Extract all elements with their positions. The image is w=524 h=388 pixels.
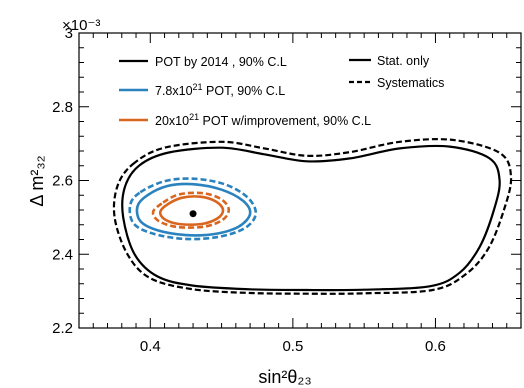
y-tick-label: 2.4 — [52, 246, 73, 263]
x-tick-label: 0.4 — [140, 338, 161, 355]
x-tick-label: 0.6 — [425, 338, 446, 355]
plot-frame — [78, 32, 522, 329]
legend-label-stat-only: Stat. only — [377, 54, 430, 68]
contour-4-stat-only — [158, 195, 225, 226]
legend: POT by 2014 , 90% C.L 7.8x1021 POT, 90% … — [119, 54, 444, 128]
contour-5-systematics — [151, 191, 231, 229]
x-tick-label: 0.5 — [282, 338, 303, 355]
contour-0-stat-only — [121, 144, 501, 292]
legend-label-2014: POT by 2014 , 90% C.L — [155, 55, 287, 69]
y-tick-label: 3 — [65, 25, 73, 42]
axis-ticks: 0.4 0.5 0.6 2.2 2.4 2.6 2.8 3 — [52, 25, 522, 355]
contour-layer — [112, 138, 513, 295]
x-axis-title: sin²θ₂₃ — [258, 367, 311, 387]
contour-1-systematics — [112, 138, 513, 295]
best-fit-marker — [189, 210, 197, 218]
y-tick-label: 2.6 — [52, 173, 73, 190]
legend-label-7p8: 7.8x1021 POT, 90% C.L — [155, 82, 285, 98]
legend-label-20: 20x1021 POT w/improvement, 90% C.L — [155, 112, 371, 128]
y-axis-title: Δ m²₃₂ — [27, 155, 47, 206]
legend-label-systematics: Systematics — [377, 76, 444, 90]
y-multiplier-label: ×10⁻³ — [62, 17, 100, 34]
contour-3-systematics — [128, 177, 258, 241]
y-tick-label: 2.2 — [52, 320, 73, 337]
y-tick-label: 2.8 — [52, 99, 73, 116]
contour-2-stat-only — [135, 182, 252, 237]
